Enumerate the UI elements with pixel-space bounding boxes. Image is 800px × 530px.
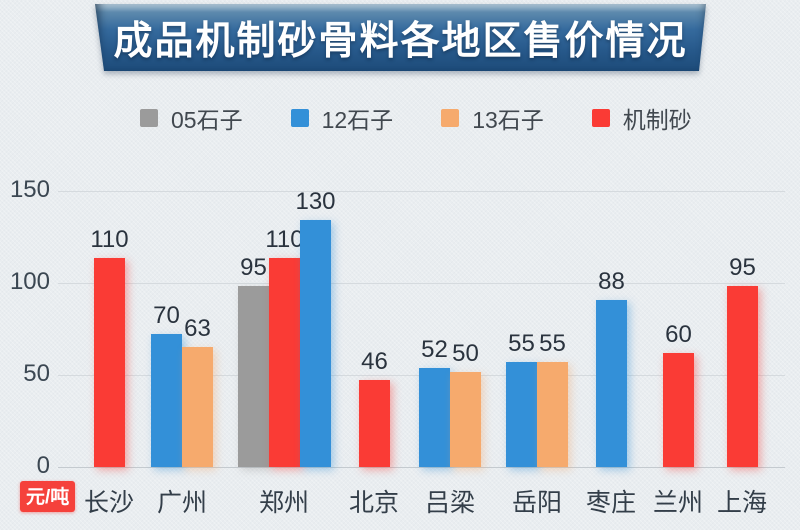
bar-value-label: 55 — [539, 330, 566, 357]
x-axis-label: 枣庄 — [585, 489, 636, 517]
legend-item-label: 05石子 — [171, 107, 243, 133]
legend-item-1: 12石子 — [290, 101, 394, 135]
y-axis-tick-label: 100 — [9, 268, 50, 295]
bar-value-label: 50 — [452, 340, 479, 367]
bar-value-label: 63 — [184, 315, 211, 342]
y-axis-tick-label: 50 — [23, 360, 50, 387]
legend-item-label: 机制砂 — [622, 107, 692, 133]
page-title: 成品机制砂骨料各地区售价情况 — [113, 19, 688, 63]
legend-item-3: 机制砂 — [591, 101, 692, 135]
bar-value-label: 60 — [665, 321, 692, 348]
bar-郑州-机制砂 — [269, 258, 300, 467]
title-banner-shape: 成品机制砂骨料各地区售价情况 — [95, 4, 706, 71]
x-axis-label: 郑州 — [258, 489, 309, 517]
x-axis-label: 岳阳 — [511, 489, 562, 517]
bar-郑州-12石子 — [300, 220, 331, 467]
bar-value-label: 110 — [90, 226, 129, 253]
x-axis-line — [58, 467, 785, 468]
title-banner: 成品机制砂骨料各地区售价情况 — [95, 4, 706, 71]
bar-value-label: 46 — [361, 348, 388, 375]
bar-兰州-机制砂 — [663, 353, 694, 467]
legend-item-label: 12石子 — [321, 107, 394, 133]
bar-枣庄-12石子 — [596, 300, 627, 467]
bar-广州-12石子 — [151, 334, 182, 467]
bar-value-label: 70 — [153, 302, 180, 329]
y-axis-tick-label: 0 — [36, 452, 50, 479]
bar-广州-13石子 — [182, 347, 213, 467]
bar-吕梁-13石子 — [450, 372, 481, 467]
x-axis-label: 上海 — [716, 489, 767, 517]
bar-value-label: 130 — [295, 188, 336, 215]
bar-value-label: 55 — [508, 330, 535, 357]
x-axis-label: 吕梁 — [424, 489, 475, 517]
x-axis-label: 广州 — [156, 489, 207, 517]
legend-swatch-icon — [290, 109, 309, 127]
bar-长沙-机制砂 — [94, 258, 125, 467]
legend-swatch-icon — [140, 109, 158, 127]
x-axis-label: 长沙 — [83, 489, 134, 517]
y-axis-tick-label: 150 — [9, 176, 50, 203]
bar-value-label: 110 — [265, 226, 304, 253]
bar-北京-机制砂 — [359, 380, 390, 467]
legend-swatch-icon — [441, 109, 460, 127]
bar-郑州-05石子 — [238, 286, 269, 467]
legend-item-0: 05石子 — [140, 101, 243, 135]
bar-value-label: 95 — [240, 254, 267, 281]
legend-item-2: 13石子 — [441, 101, 544, 135]
legend-swatch-icon — [591, 109, 610, 127]
gridline — [58, 191, 785, 192]
bar-value-label: 52 — [421, 336, 448, 363]
bar-岳阳-12石子 — [506, 362, 537, 467]
bar-岳阳-13石子 — [537, 362, 568, 467]
unit-badge: 元/吨 — [20, 481, 76, 512]
legend-item-label: 13石子 — [472, 107, 544, 133]
x-axis-label: 兰州 — [652, 489, 703, 517]
bar-吕梁-12石子 — [419, 368, 450, 467]
bar-value-label: 95 — [729, 254, 756, 281]
x-axis-label: 北京 — [348, 489, 399, 517]
bar-上海-机制砂 — [727, 286, 758, 467]
gridline — [58, 283, 785, 284]
bar-value-label: 88 — [598, 268, 625, 295]
legend: 05石子 12石子 13石子 机制砂 — [140, 103, 692, 133]
